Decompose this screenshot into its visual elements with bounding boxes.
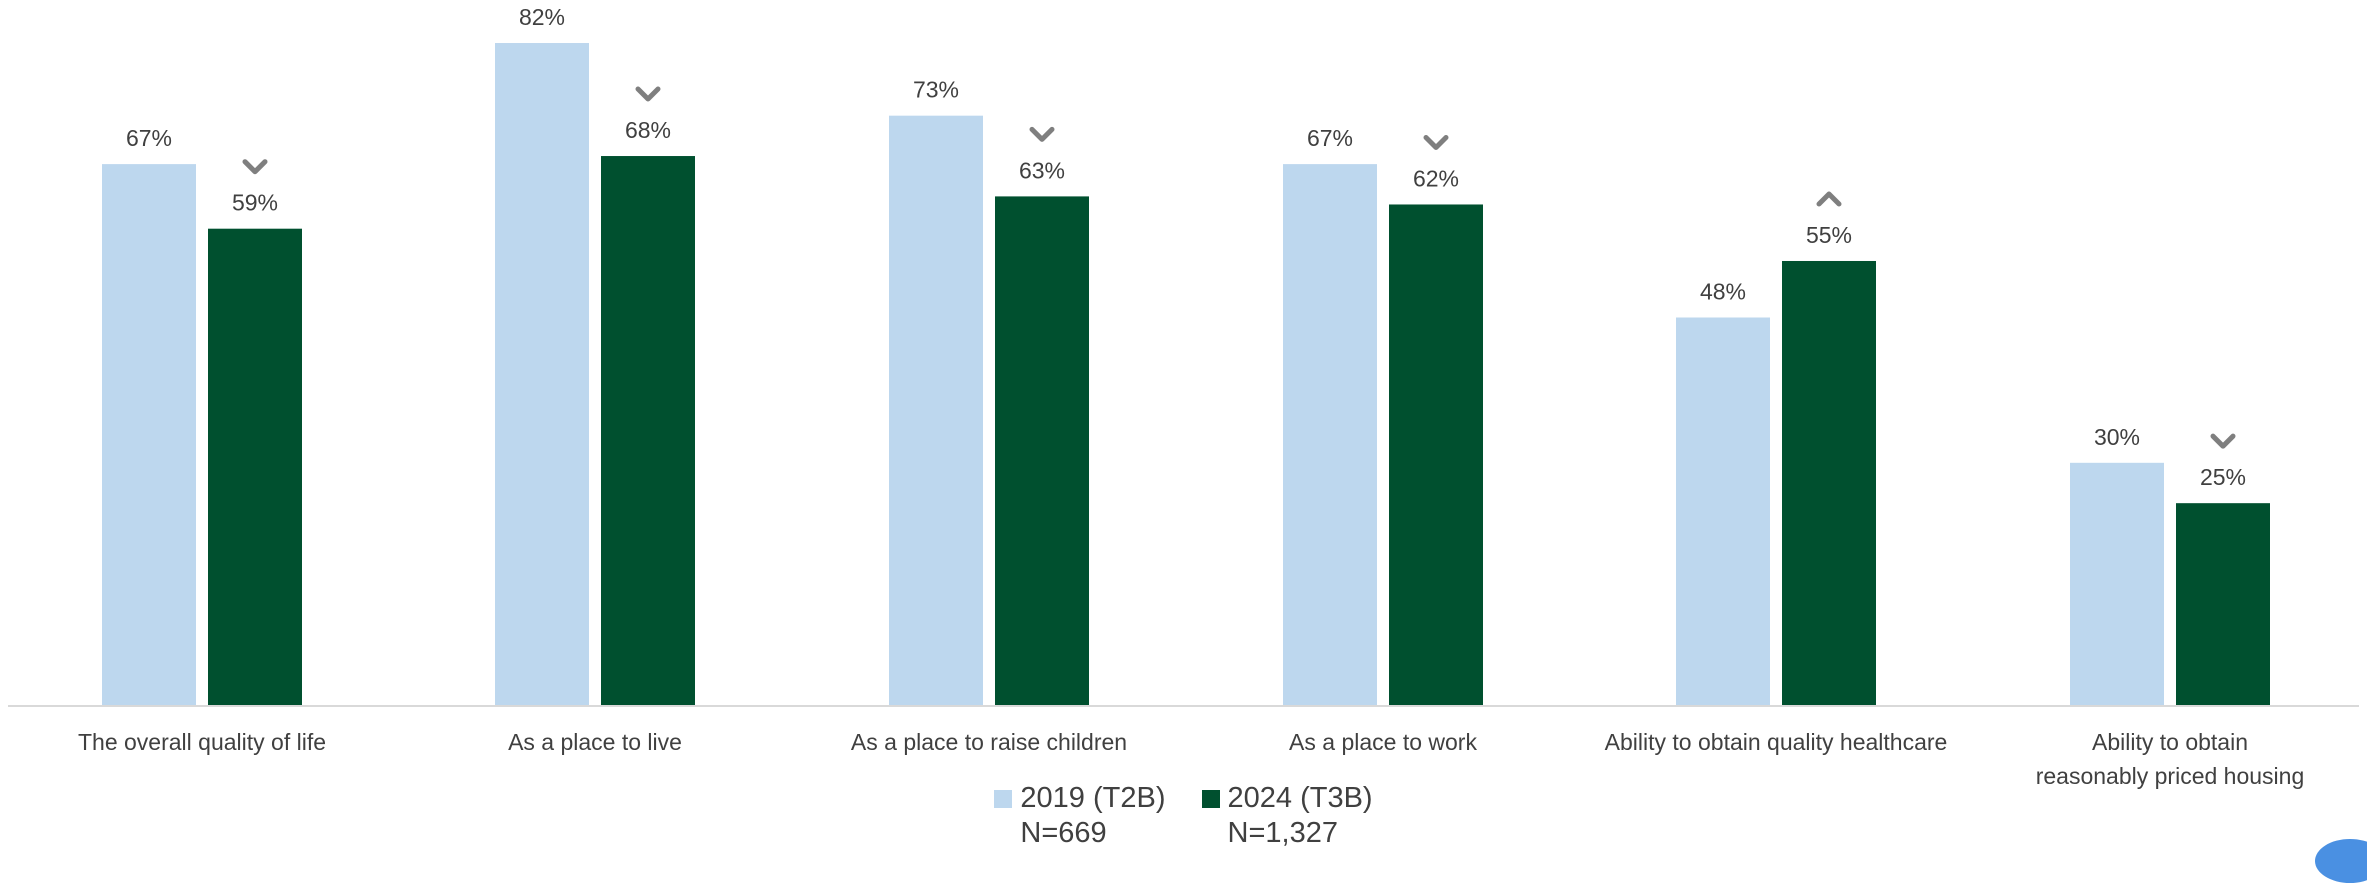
- bar-s0-c5: [2070, 462, 2164, 705]
- category-label-c0: The overall quality of life: [78, 729, 326, 755]
- category-label-c4: Ability to obtain quality healthcare: [1605, 729, 1948, 755]
- legend-swatch-2024: [1201, 789, 1220, 808]
- category-label-c1: As a place to live: [508, 729, 682, 755]
- chevron-down-icon-c0: [242, 159, 268, 175]
- chevron-down-icon-c3: [1423, 134, 1449, 150]
- value-label-s1-c3: 62%: [1413, 165, 1459, 191]
- category-label-c5-line0: Ability to obtain: [2092, 729, 2248, 755]
- legend-n-2024: N=1,327: [1227, 817, 1338, 849]
- chevron-down-icon-c1: [635, 86, 661, 102]
- bar-s1-c4: [1782, 260, 1876, 705]
- value-label-s1-c0: 59%: [232, 190, 278, 216]
- legend: 2019 (T2B) N=669 2024 (T3B) N=1,327: [0, 782, 2367, 850]
- legend-item-2024: 2024 (T3B) N=1,327: [1201, 782, 1373, 850]
- legend-label-2019: 2019 (T2B): [1020, 782, 1166, 814]
- legend-swatch-2019: [994, 789, 1013, 808]
- corner-badge: [2315, 839, 2367, 883]
- value-label-s0-c3: 67%: [1307, 125, 1353, 151]
- legend-item-2019: 2019 (T2B) N=669: [994, 782, 1166, 850]
- chevron-up-icon-c4: [1816, 191, 1842, 207]
- value-labels-layer: 67% 59% 82% 68% 73% 63% 67% 62% 48% 55% 30% 25%: [126, 4, 2246, 490]
- bar-s1-c0: [208, 228, 302, 705]
- value-label-s0-c5: 30%: [2094, 424, 2140, 450]
- category-label-c5-line1: reasonably priced housing: [2036, 763, 2305, 789]
- bar-s1-c5: [2176, 503, 2270, 705]
- bar-s1-c3: [1389, 204, 1483, 705]
- bar-s1-c1: [601, 156, 695, 705]
- value-label-s0-c4: 48%: [1700, 278, 1746, 304]
- bar-s0-c4: [1676, 317, 1770, 705]
- chevron-down-icon-c2: [1029, 126, 1055, 142]
- bar-s0-c0: [102, 164, 196, 705]
- category-label-c3: As a place to work: [1289, 729, 1477, 755]
- category-label-c2: As a place to raise children: [851, 729, 1127, 755]
- bar-s0-c3: [1283, 164, 1377, 705]
- bar-s0-c2: [889, 115, 983, 705]
- value-label-s1-c5: 25%: [2200, 464, 2246, 490]
- bar-chart: 67% 59% 82% 68% 73% 63% 67% 62% 48% 55% 30% 25% The…: [8, 4, 2359, 789]
- category-labels-layer: The overall quality of life As a place to…: [78, 729, 2304, 789]
- value-label-s0-c0: 67%: [126, 125, 172, 151]
- legend-label-2024: 2024 (T3B): [1227, 782, 1373, 814]
- chevron-down-icon-c5: [2210, 433, 2236, 449]
- bar-s0-c1: [495, 43, 589, 706]
- value-label-s0-c2: 73%: [913, 77, 959, 103]
- bar-s1-c2: [995, 196, 1089, 705]
- value-label-s1-c1: 68%: [625, 117, 671, 143]
- value-label-s1-c4: 55%: [1806, 222, 1852, 248]
- value-label-s0-c1: 82%: [519, 4, 565, 30]
- legend-n-2019: N=669: [1020, 817, 1107, 849]
- change-arrows-layer: [242, 86, 2236, 449]
- bars-layer: [102, 43, 2270, 706]
- value-label-s1-c2: 63%: [1019, 157, 1065, 183]
